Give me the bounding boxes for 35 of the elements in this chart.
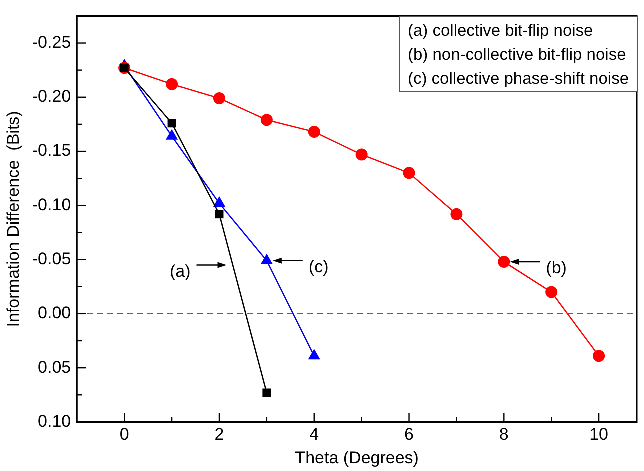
x-tick-label: 6 bbox=[404, 425, 414, 444]
point bbox=[308, 126, 320, 138]
point bbox=[356, 148, 368, 161]
y-tick-label: 0.05 bbox=[38, 358, 72, 377]
y-tick-label: -0.25 bbox=[32, 32, 72, 52]
point bbox=[166, 78, 178, 90]
x-tick-label: 4 bbox=[310, 425, 320, 444]
point bbox=[215, 210, 224, 219]
point bbox=[593, 350, 606, 362]
y-tick-label: -0.10 bbox=[32, 195, 72, 214]
y-axis-title: Information Difference (Bits) bbox=[4, 111, 23, 328]
annotation: (b) bbox=[546, 258, 567, 278]
point bbox=[546, 286, 558, 298]
annotation: (a) collective bit-flip noise bbox=[408, 21, 594, 42]
x-tick-label: 0 bbox=[120, 425, 130, 444]
y-tick-label: 0.00 bbox=[38, 304, 72, 323]
point bbox=[262, 388, 272, 398]
y-tick-label: -0.15 bbox=[32, 141, 72, 160]
y-tick-label: 0.10 bbox=[38, 412, 72, 431]
annotation: (c) bbox=[308, 258, 329, 277]
annotation: (c) collective phase-shift noise bbox=[408, 69, 629, 90]
point bbox=[213, 92, 226, 104]
x-axis-title: Theta (Degrees) bbox=[295, 448, 419, 468]
x-tick-label: 2 bbox=[214, 425, 224, 444]
x-tick-label: 10 bbox=[590, 425, 609, 444]
annotation: (b) non-collective bit-flip noise bbox=[408, 45, 628, 66]
point bbox=[450, 208, 463, 220]
point bbox=[403, 167, 416, 180]
point bbox=[498, 256, 510, 268]
y-tick-label: -0.05 bbox=[32, 249, 72, 268]
point bbox=[260, 114, 273, 126]
y-tick-label: -0.20 bbox=[32, 87, 72, 106]
annotation: (a) bbox=[170, 262, 191, 281]
point bbox=[168, 119, 176, 128]
x-tick-label: 8 bbox=[499, 425, 509, 444]
